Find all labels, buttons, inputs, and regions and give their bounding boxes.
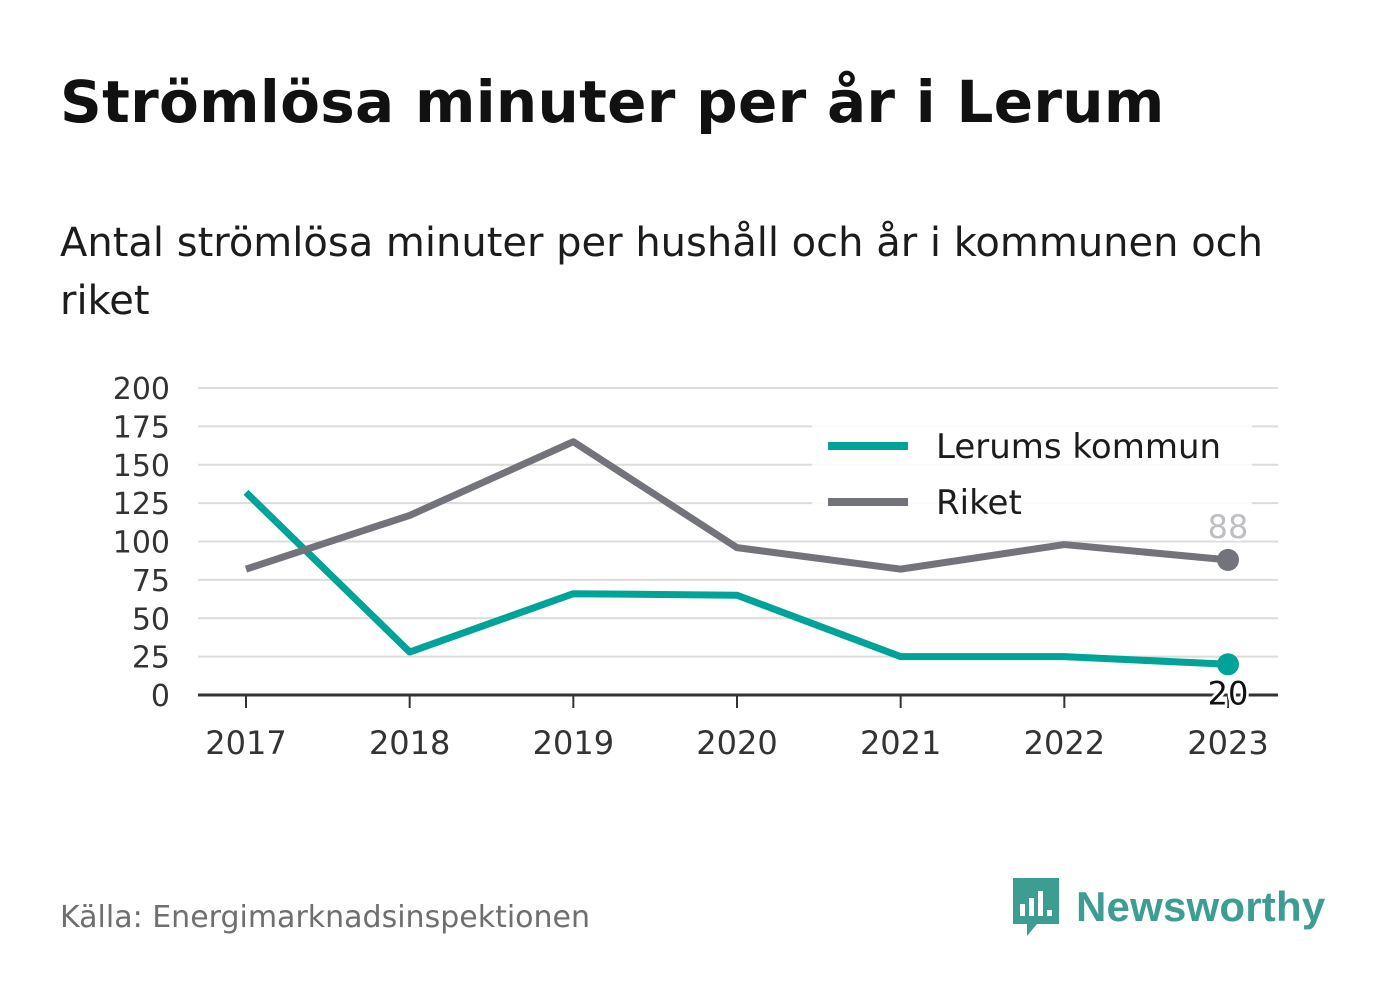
end-value-label: 20 bbox=[1208, 674, 1249, 712]
x-tick-label: 2022 bbox=[1024, 724, 1105, 762]
newsworthy-logo-icon bbox=[1013, 878, 1059, 936]
x-tick-label: 2020 bbox=[696, 724, 777, 762]
x-tick-label: 2017 bbox=[205, 724, 286, 762]
y-tick-label: 0 bbox=[151, 679, 170, 714]
end-value-label: 88 bbox=[1208, 508, 1249, 546]
chart-subtitle: Antal strömlösa minuter per hushåll och … bbox=[60, 220, 1264, 324]
y-tick-label: 25 bbox=[132, 641, 170, 676]
x-axis-tick-labels: 2017 2018 2019 2020 2021 2022 2023 bbox=[205, 724, 1268, 762]
x-tick-label: 2023 bbox=[1187, 724, 1268, 762]
y-tick-label: 125 bbox=[113, 487, 170, 522]
legend-label: Riket bbox=[936, 483, 1022, 523]
y-tick-label: 175 bbox=[113, 410, 170, 445]
source-note: Källa: Energimarknadsinspektionen bbox=[60, 900, 591, 935]
brand-name: Newsworthy bbox=[1076, 883, 1326, 930]
chart-title: Strömlösa minuter per år i Lerum bbox=[60, 68, 1165, 136]
x-tick-label: 2018 bbox=[369, 724, 450, 762]
legend-label: Lerums kommun bbox=[936, 427, 1221, 467]
end-point-marker bbox=[1217, 548, 1239, 571]
y-tick-label: 150 bbox=[113, 449, 170, 484]
legend-background bbox=[812, 420, 1252, 530]
end-point-marker bbox=[1217, 653, 1239, 676]
y-tick-label: 100 bbox=[113, 526, 170, 561]
x-tick-label: 2019 bbox=[533, 724, 614, 762]
series-lines bbox=[243, 438, 1239, 676]
x-tick-label: 2021 bbox=[860, 724, 941, 762]
y-tick-label: 200 bbox=[113, 372, 170, 407]
brand-logo[interactable]: Newsworthy bbox=[1010, 876, 1325, 938]
legend: Lerums kommun Riket bbox=[812, 420, 1252, 530]
y-tick-label: 75 bbox=[132, 564, 170, 599]
x-axis bbox=[198, 693, 1278, 708]
y-tick-label: 50 bbox=[132, 602, 170, 637]
